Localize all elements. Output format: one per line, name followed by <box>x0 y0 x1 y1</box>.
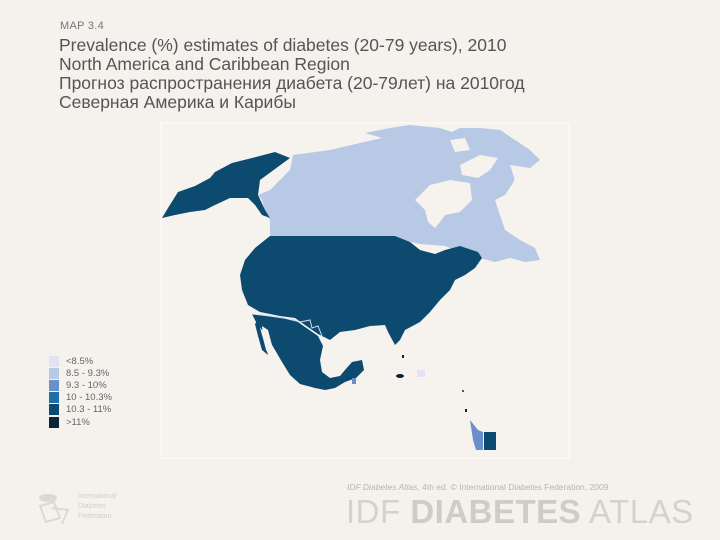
logo-line: International <box>78 493 117 500</box>
map-panel <box>160 122 570 459</box>
arctic-channels <box>450 138 525 192</box>
us-mexico-border <box>251 313 323 337</box>
credit-copyright: , 4th ed. © International Diabetes Feder… <box>417 482 609 492</box>
title-line-en-2: North America and Caribbean Region <box>59 54 350 74</box>
legend-item: 10.3 - 11% <box>49 404 112 416</box>
legend-label: 8.5 - 9.3% <box>66 367 110 379</box>
idf-logo: International Diabetes Federation <box>32 488 142 530</box>
legend-swatch <box>49 416 59 428</box>
legend-item: 9.3 - 10% <box>49 379 112 391</box>
legend-item: <8.5% <box>49 355 112 367</box>
region-suriname <box>484 432 496 450</box>
region-alaska <box>162 152 290 218</box>
choropleth-map <box>162 125 540 450</box>
legend-item: 8.5 - 9.3% <box>49 367 112 379</box>
title-line-en-1: Prevalence (%) estimates of diabetes (20… <box>59 35 507 55</box>
legend-label: >11% <box>66 416 90 428</box>
legend-label: 10 - 10.3% <box>66 392 112 404</box>
legend-swatch <box>49 355 59 367</box>
region-mexico <box>252 314 364 390</box>
legend-item: 10 - 10.3% <box>49 392 112 404</box>
region-usa <box>240 236 482 345</box>
legend-label: <8.5% <box>66 355 94 367</box>
region-jamaica <box>396 374 404 378</box>
idf-logo-text: International Diabetes Federation <box>78 492 117 522</box>
region-haiti <box>417 370 425 377</box>
hudson-bay <box>415 180 472 228</box>
region-bahamas <box>402 355 404 358</box>
gulf-of-california <box>262 326 272 356</box>
idf-logo-icon <box>38 494 70 525</box>
legend-item: >11% <box>49 416 112 428</box>
brand-idf: IDF <box>346 493 411 530</box>
map-number: MAP 3.4 <box>60 20 105 32</box>
title-line-ru-1: Прогноз распространения диабета (20-79ле… <box>59 73 525 93</box>
region-guyana <box>470 420 483 450</box>
brand-atlas: ATLAS <box>581 493 694 530</box>
region-trinidad <box>465 409 467 412</box>
logo-line: Diabetes <box>78 503 106 510</box>
legend-label: 9.3 - 10% <box>66 379 107 391</box>
legend-swatch <box>49 367 59 379</box>
region-belize <box>352 378 356 384</box>
legend-swatch <box>49 404 59 416</box>
title-line-ru-2: Северная Америка и Карибы <box>59 92 296 112</box>
legend-swatch <box>49 379 59 391</box>
region-lesser-antilles <box>462 390 464 392</box>
atlas-brand: IDF DIABETES ATLAS <box>346 494 694 530</box>
region-canada <box>258 125 540 262</box>
credit-publication: IDF Diabetes Atlas <box>347 482 418 492</box>
legend-label: 10.3 - 11% <box>66 404 112 416</box>
brand-diabetes: DIABETES <box>410 493 582 530</box>
map-title: Prevalence (%) estimates of diabetes (20… <box>59 36 525 112</box>
legend: <8.5% 8.5 - 9.3% 9.3 - 10% 10 - 10.3% 10… <box>49 355 112 428</box>
logo-line: Federation <box>78 513 112 520</box>
copyright-credit: IDF Diabetes Atlas, 4th ed. © Internatio… <box>347 482 608 492</box>
legend-swatch <box>49 392 59 404</box>
